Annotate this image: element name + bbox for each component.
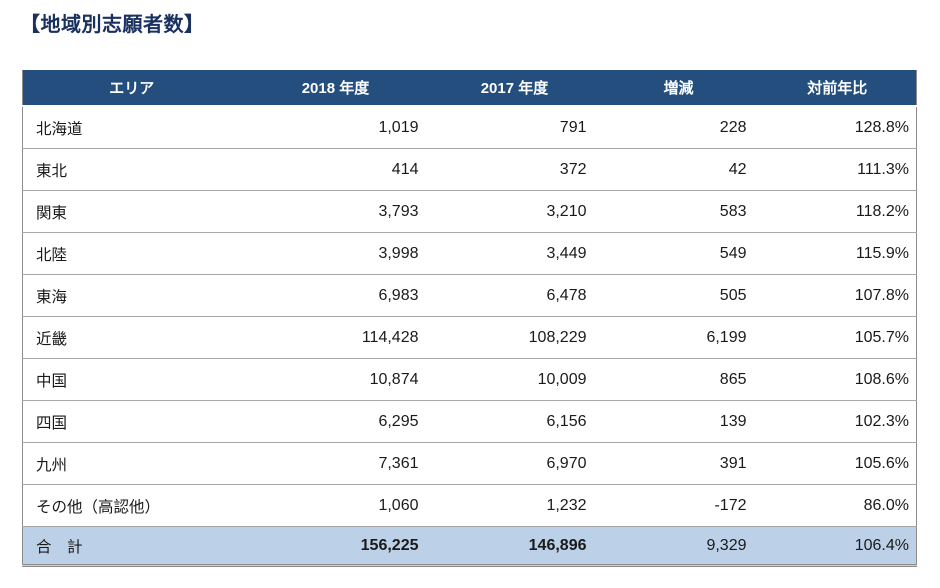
diff-cell: 42 (598, 148, 759, 191)
table-row: 東北 414 372 42 111.3% (22, 148, 917, 191)
fy2017-cell: 3,210 (430, 190, 599, 233)
yoy-cell: 102.3% (758, 400, 917, 443)
area-cell: 近畿 (22, 316, 241, 359)
yoy-cell: 115.9% (758, 232, 917, 275)
yoy-cell: 111.3% (758, 148, 917, 191)
header-row: エリア 2018 年度 2017 年度 増減 対前年比 (22, 70, 917, 107)
table-row: 近畿 114,428 108,229 6,199 105.7% (22, 316, 917, 359)
area-cell: 北海道 (22, 106, 241, 149)
fy2017-cell: 6,156 (430, 400, 599, 443)
yoy-cell: 105.7% (758, 316, 917, 359)
area-cell: その他（高認他） (22, 484, 241, 527)
diff-cell: 6,199 (598, 316, 759, 359)
column-header-diff: 増減 (598, 70, 759, 107)
applicants-by-region-table: エリア 2018 年度 2017 年度 増減 対前年比 北海道 1,019 79… (22, 70, 917, 567)
fy2018-cell: 1,060 (240, 484, 431, 527)
yoy-cell: 128.8% (758, 106, 917, 149)
table-row: 九州 7,361 6,970 391 105.6% (22, 442, 917, 485)
table-row: 四国 6,295 6,156 139 102.3% (22, 400, 917, 443)
fy2018-cell: 114,428 (240, 316, 431, 359)
fy2017-cell: 372 (430, 148, 599, 191)
table-row: 北陸 3,998 3,449 549 115.9% (22, 232, 917, 275)
fy2018-cell: 1,019 (240, 106, 431, 149)
total-fy2017-cell: 146,896 (430, 526, 599, 566)
area-cell: 東海 (22, 274, 241, 317)
fy2018-cell: 6,983 (240, 274, 431, 317)
table-total-row: 合 計 156,225 146,896 9,329 106.4% (22, 526, 917, 566)
fy2017-cell: 3,449 (430, 232, 599, 275)
total-diff-cell: 9,329 (598, 526, 759, 566)
yoy-cell: 118.2% (758, 190, 917, 233)
table-row: その他（高認他） 1,060 1,232 -172 86.0% (22, 484, 917, 527)
fy2017-cell: 10,009 (430, 358, 599, 401)
table-row: 関東 3,793 3,210 583 118.2% (22, 190, 917, 233)
fy2018-cell: 6,295 (240, 400, 431, 443)
diff-cell: 505 (598, 274, 759, 317)
area-cell: 関東 (22, 190, 241, 233)
yoy-cell: 105.6% (758, 442, 917, 485)
fy2017-cell: 108,229 (430, 316, 599, 359)
diff-cell: -172 (598, 484, 759, 527)
area-cell: 北陸 (22, 232, 241, 275)
area-cell: 四国 (22, 400, 241, 443)
yoy-cell: 107.8% (758, 274, 917, 317)
diff-cell: 583 (598, 190, 759, 233)
fy2018-cell: 10,874 (240, 358, 431, 401)
column-header-fy2018: 2018 年度 (240, 70, 431, 107)
yoy-cell: 108.6% (758, 358, 917, 401)
diff-cell: 228 (598, 106, 759, 149)
column-header-yoy: 対前年比 (758, 70, 917, 107)
area-cell: 中国 (22, 358, 241, 401)
diff-cell: 549 (598, 232, 759, 275)
column-header-area: エリア (22, 70, 241, 107)
fy2018-cell: 414 (240, 148, 431, 191)
fy2017-cell: 6,970 (430, 442, 599, 485)
table-body: 北海道 1,019 791 228 128.8% 東北 414 372 42 1… (22, 106, 917, 566)
table-header: エリア 2018 年度 2017 年度 増減 対前年比 (22, 70, 917, 107)
diff-cell: 139 (598, 400, 759, 443)
total-fy2018-cell: 156,225 (240, 526, 431, 566)
fy2017-cell: 1,232 (430, 484, 599, 527)
total-yoy-cell: 106.4% (758, 526, 917, 566)
yoy-cell: 86.0% (758, 484, 917, 527)
fy2017-cell: 791 (430, 106, 599, 149)
fy2018-cell: 7,361 (240, 442, 431, 485)
area-cell: 東北 (22, 148, 241, 191)
column-header-fy2017: 2017 年度 (430, 70, 599, 107)
table-row: 東海 6,983 6,478 505 107.8% (22, 274, 917, 317)
fy2018-cell: 3,793 (240, 190, 431, 233)
fy2017-cell: 6,478 (430, 274, 599, 317)
total-label: 合 計 (22, 526, 241, 566)
diff-cell: 865 (598, 358, 759, 401)
fy2018-cell: 3,998 (240, 232, 431, 275)
area-cell: 九州 (22, 442, 241, 485)
page-title: 【地域別志願者数】 (20, 14, 205, 36)
table-row: 北海道 1,019 791 228 128.8% (22, 106, 917, 149)
diff-cell: 391 (598, 442, 759, 485)
table-row: 中国 10,874 10,009 865 108.6% (22, 358, 917, 401)
